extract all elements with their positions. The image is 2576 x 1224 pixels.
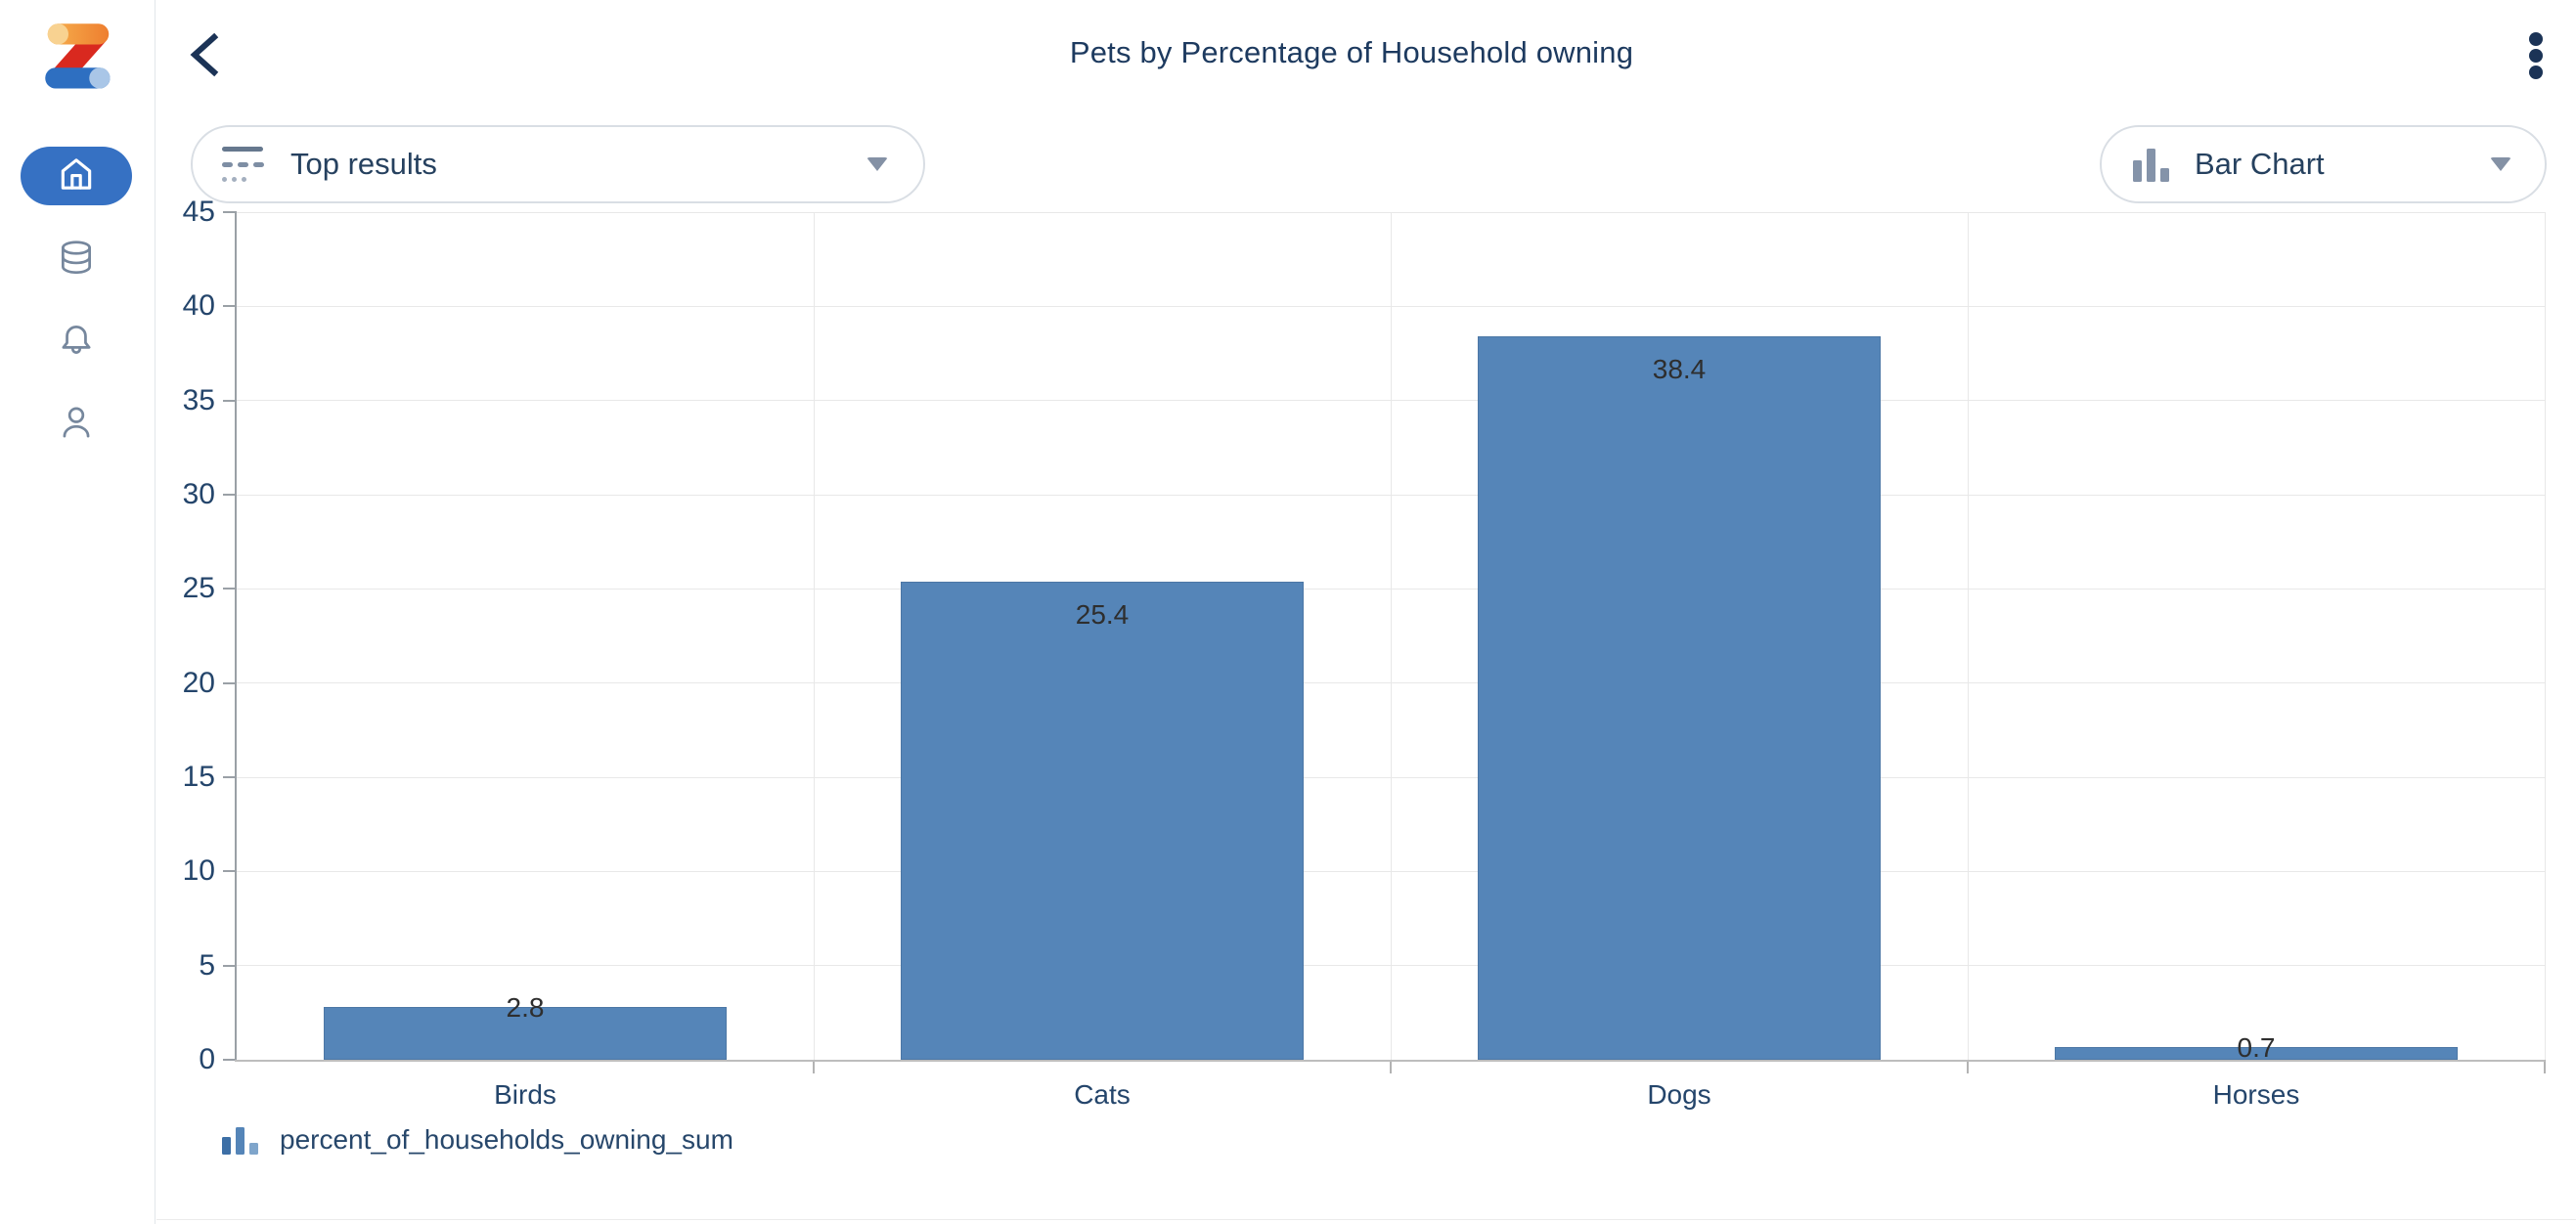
bar-birds[interactable] bbox=[324, 1007, 727, 1060]
gridline-vertical bbox=[1967, 212, 1969, 1060]
gridline-vertical bbox=[1390, 212, 1392, 1060]
legend-label: percent_of_households_owning_sum bbox=[280, 1124, 733, 1155]
y-axis-tick bbox=[223, 588, 237, 590]
y-axis-tick bbox=[223, 870, 237, 873]
bar-chart-icon bbox=[222, 1125, 258, 1155]
chart-type-dropdown[interactable]: Bar Chart bbox=[2100, 125, 2547, 203]
bar-dogs[interactable] bbox=[1478, 336, 1881, 1060]
bar-value-label: 2.8 bbox=[506, 992, 545, 1024]
results-dropdown-label: Top results bbox=[290, 147, 437, 181]
x-axis-tick bbox=[813, 1060, 815, 1073]
x-axis-category-label: Cats bbox=[1074, 1079, 1131, 1110]
gridline-vertical bbox=[2544, 212, 2546, 1060]
kebab-menu-icon[interactable] bbox=[2528, 32, 2544, 79]
x-axis-category-label: Birds bbox=[494, 1079, 556, 1110]
y-axis-label: 45 bbox=[182, 196, 215, 228]
y-axis-label: 25 bbox=[182, 572, 215, 605]
person-icon bbox=[56, 402, 97, 448]
y-axis-tick bbox=[223, 211, 237, 213]
bar-value-label: 38.4 bbox=[1652, 354, 1707, 385]
bar-cats[interactable] bbox=[901, 581, 1304, 1060]
x-axis-tick bbox=[1390, 1060, 1392, 1073]
chart-type-dropdown-label: Bar Chart bbox=[2195, 147, 2325, 181]
page-title: Pets by Percentage of Household owning bbox=[1069, 35, 1634, 69]
results-dropdown[interactable]: Top results bbox=[191, 125, 925, 203]
sidebar-item-home[interactable] bbox=[21, 147, 132, 205]
bar-value-label: 0.7 bbox=[2237, 1031, 2276, 1063]
x-axis-tick bbox=[1967, 1060, 1969, 1073]
sidebar-item-profile[interactable] bbox=[21, 395, 132, 454]
home-icon bbox=[56, 153, 97, 199]
y-axis-label: 35 bbox=[182, 383, 215, 416]
x-axis-tick bbox=[2544, 1060, 2546, 1073]
y-axis-label: 15 bbox=[182, 761, 215, 793]
sidebar bbox=[0, 0, 155, 1224]
bottom-divider bbox=[156, 1219, 2576, 1220]
top-results-icon bbox=[222, 144, 265, 185]
x-axis-line bbox=[235, 1060, 2545, 1062]
y-axis-line bbox=[235, 212, 237, 1060]
chevron-down-icon bbox=[866, 157, 888, 171]
bar-value-label: 25.4 bbox=[1075, 598, 1130, 630]
y-axis-tick bbox=[223, 305, 237, 308]
chevron-down-icon bbox=[2490, 157, 2511, 171]
bell-icon bbox=[56, 320, 97, 366]
y-axis-tick bbox=[223, 494, 237, 496]
zing-logo-icon[interactable] bbox=[39, 18, 117, 96]
x-axis-category-label: Horses bbox=[2212, 1079, 2300, 1110]
y-axis-tick bbox=[223, 964, 237, 967]
sidebar-item-notifications[interactable] bbox=[21, 313, 132, 372]
y-axis-label: 40 bbox=[182, 289, 215, 323]
back-button[interactable] bbox=[186, 27, 229, 82]
gridline-vertical bbox=[813, 212, 815, 1060]
database-icon bbox=[56, 238, 97, 284]
y-axis-label: 30 bbox=[182, 478, 215, 510]
y-axis-label: 0 bbox=[199, 1043, 215, 1075]
y-axis-tick bbox=[223, 1059, 237, 1061]
sidebar-item-data-sources[interactable] bbox=[21, 231, 132, 289]
y-axis-tick bbox=[223, 399, 237, 402]
legend-item[interactable]: percent_of_households_owning_sum bbox=[222, 1124, 733, 1156]
x-axis-category-label: Dogs bbox=[1647, 1079, 1711, 1110]
y-axis-label: 20 bbox=[182, 666, 215, 699]
bar-horses[interactable] bbox=[2055, 1046, 2458, 1060]
y-axis-label: 10 bbox=[182, 854, 215, 888]
y-axis-tick bbox=[223, 776, 237, 778]
y-axis-tick bbox=[223, 681, 237, 684]
y-axis-label: 5 bbox=[199, 948, 215, 982]
bar-chart-icon bbox=[2133, 147, 2169, 182]
